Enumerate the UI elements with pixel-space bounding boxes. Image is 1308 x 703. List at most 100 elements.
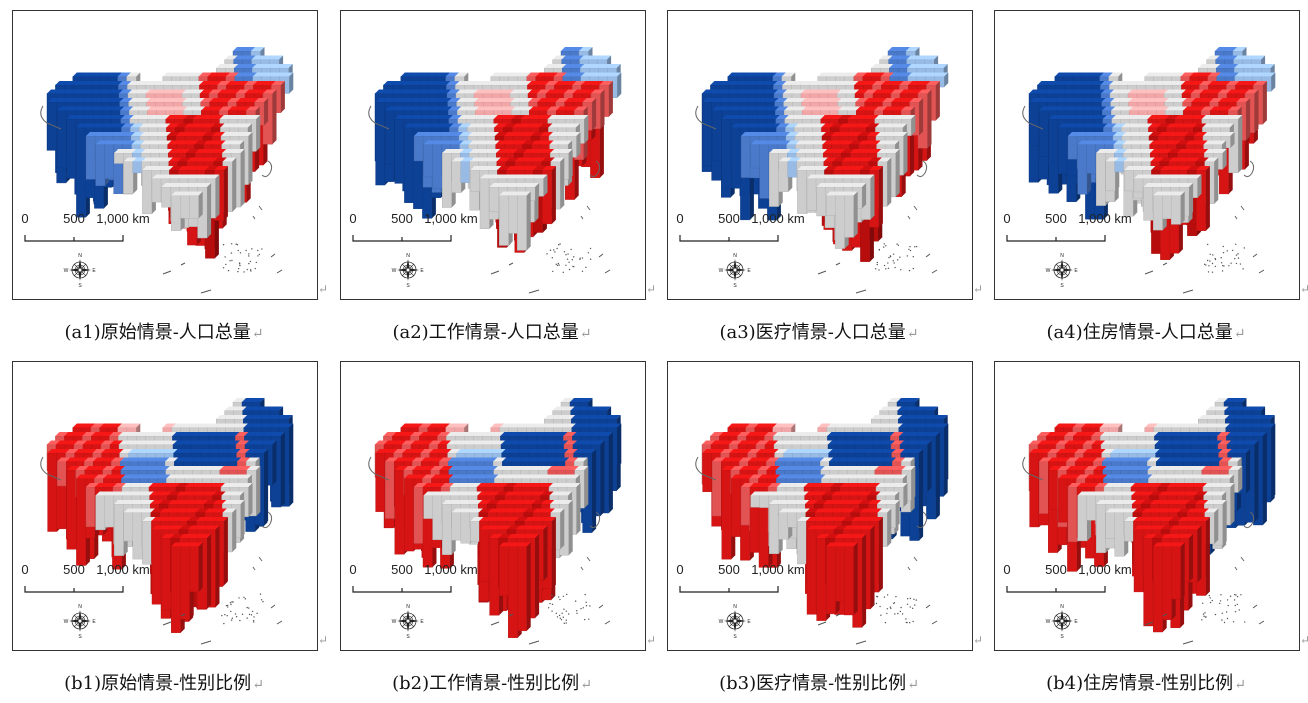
map-bar-side bbox=[256, 115, 261, 152]
map-bar-side bbox=[1262, 81, 1267, 125]
map-bar-top bbox=[550, 157, 565, 162]
island-dot bbox=[239, 619, 241, 622]
map-bar-top bbox=[574, 466, 589, 470]
map-bar bbox=[702, 101, 713, 166]
map-bar-top bbox=[197, 534, 212, 538]
map-bar-side bbox=[526, 191, 531, 251]
map-bar-side bbox=[584, 466, 589, 509]
map-bar-top bbox=[566, 474, 580, 479]
island-dot bbox=[878, 269, 880, 271]
island-dot bbox=[221, 614, 223, 617]
map-bar-top bbox=[254, 98, 269, 102]
map-bar bbox=[404, 478, 415, 552]
map-bar-side bbox=[1205, 166, 1210, 231]
island-dot bbox=[906, 255, 908, 257]
map-bar-side bbox=[198, 191, 203, 219]
island-dot bbox=[567, 253, 569, 255]
island-dot bbox=[251, 610, 254, 613]
map-bar bbox=[57, 110, 67, 169]
caption-text: (b1)原始情景-性别比例 bbox=[64, 673, 252, 694]
map-bar-side bbox=[1246, 98, 1251, 141]
compass-letter: W bbox=[64, 619, 69, 625]
island-dot bbox=[885, 245, 887, 247]
map-bar bbox=[451, 512, 462, 541]
island-dot bbox=[229, 602, 232, 604]
island-dot bbox=[883, 264, 886, 267]
panel-caption: (a4)住房情景-人口总量↵ bbox=[986, 318, 1306, 344]
map-bar-side bbox=[592, 449, 597, 533]
map-bar bbox=[113, 503, 124, 556]
map-bar-side bbox=[608, 81, 613, 117]
island-dot bbox=[559, 598, 561, 601]
panel-caption: (a2)工作情景-人口总量↵ bbox=[332, 318, 652, 344]
island-dot bbox=[1235, 254, 1238, 256]
map-bar-side bbox=[1214, 157, 1219, 204]
map-bar bbox=[1152, 195, 1163, 231]
island-dot bbox=[887, 267, 890, 270]
map-bar-top bbox=[559, 500, 573, 504]
map-bar-top bbox=[222, 157, 237, 162]
scale-line bbox=[352, 235, 452, 242]
island-dot bbox=[231, 259, 233, 262]
map-bar-side bbox=[927, 89, 932, 149]
map-bar bbox=[797, 169, 808, 214]
map-bar-top bbox=[263, 89, 277, 94]
map-bar bbox=[375, 452, 386, 512]
map-bar-top bbox=[886, 149, 900, 153]
map-bar-top bbox=[869, 166, 883, 170]
island-dot bbox=[572, 265, 574, 268]
island-dot bbox=[909, 245, 911, 248]
island-dot bbox=[555, 612, 558, 615]
island-dot bbox=[235, 243, 237, 245]
map-bar-side bbox=[551, 517, 556, 589]
map-bar-top bbox=[517, 191, 531, 196]
map-bar bbox=[113, 152, 124, 164]
island-dot bbox=[248, 607, 250, 609]
island-dot bbox=[254, 267, 256, 270]
island-dot bbox=[243, 596, 245, 598]
map-bar-side bbox=[535, 534, 540, 619]
island-dot bbox=[874, 268, 877, 270]
island-dot bbox=[243, 271, 245, 273]
map-panel-b1: 0 500 1,000 km N S E W bbox=[12, 361, 318, 651]
island-dot bbox=[584, 593, 586, 596]
map-bar-top bbox=[1220, 123, 1234, 128]
map-bar-side bbox=[280, 432, 285, 508]
map-bar-top bbox=[574, 106, 588, 111]
island-dot bbox=[557, 596, 560, 598]
map-bar-top bbox=[279, 423, 294, 428]
border-linework bbox=[1022, 105, 1255, 220]
map-bar-top bbox=[558, 140, 573, 145]
island-dot bbox=[248, 613, 251, 616]
island-dot bbox=[1205, 264, 1207, 266]
island-dot bbox=[1228, 265, 1230, 267]
south-sea-islands bbox=[547, 593, 591, 625]
map-bar-side bbox=[1271, 72, 1276, 92]
map-bar-side bbox=[256, 466, 261, 516]
island-dot bbox=[248, 255, 250, 257]
map-bar bbox=[179, 195, 190, 219]
map-bar bbox=[498, 546, 509, 596]
map-bar bbox=[740, 135, 751, 178]
map-bar-top bbox=[1171, 191, 1185, 196]
map-bar-side bbox=[617, 423, 622, 468]
compass-letter: N bbox=[406, 253, 410, 259]
south-sea-islands bbox=[874, 243, 918, 272]
map-bar-top bbox=[525, 534, 540, 538]
map-bar-side bbox=[1189, 183, 1194, 217]
map-bar-top bbox=[1221, 132, 1235, 136]
map-bar-side bbox=[870, 174, 875, 220]
island-dot bbox=[883, 246, 885, 248]
map-bar-top bbox=[1179, 183, 1194, 187]
map-bar bbox=[95, 144, 106, 186]
map-bar-top bbox=[607, 64, 621, 68]
map-bar-side bbox=[240, 500, 245, 538]
border-linework bbox=[40, 456, 273, 571]
map-bar-top bbox=[1108, 72, 1123, 77]
map-panel-a1: 0 500 1,000 km N S E W bbox=[12, 10, 318, 300]
island-dot bbox=[1222, 264, 1224, 267]
island-dot bbox=[241, 613, 244, 616]
panel-caption: (b2)工作情景-性别比例↵ bbox=[332, 669, 652, 695]
caption-text: (a1)原始情景-人口总量 bbox=[64, 322, 251, 343]
map-bar bbox=[123, 512, 134, 542]
